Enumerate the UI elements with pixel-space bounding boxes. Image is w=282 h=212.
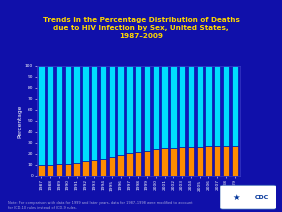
Bar [117,155,124,176]
Bar [65,164,71,176]
Y-axis label: Percentage: Percentage [18,104,23,138]
Bar [144,151,150,176]
Bar [161,148,168,176]
Bar [82,66,89,161]
Bar [188,147,194,176]
Bar [47,66,54,165]
Bar [170,66,177,148]
Bar [65,66,71,164]
Bar [205,146,212,176]
Bar [56,66,62,164]
Bar [179,66,185,147]
Bar [197,147,203,176]
Bar [223,66,229,146]
Text: ★: ★ [232,193,239,202]
Bar [170,148,177,176]
Bar [109,157,115,176]
Bar [144,66,150,151]
Bar [161,66,168,148]
Bar [47,165,54,176]
Bar [74,66,80,163]
Bar [126,153,133,176]
Bar [135,66,141,152]
Bar [38,66,45,166]
Bar [214,66,221,146]
Text: Trends in the Percentage Distribution of Deaths
due to HIV Infection by Sex, Uni: Trends in the Percentage Distribution of… [43,17,239,39]
Bar [223,146,229,176]
Bar [74,163,80,176]
Bar [126,66,133,153]
Bar [100,159,106,176]
Bar [117,66,124,155]
Bar [38,166,45,176]
Bar [179,147,185,176]
Bar [135,152,141,176]
Bar [205,66,212,146]
Text: Note: For comparison with data for 1999 and later years, data for 1987–1998 were: Note: For comparison with data for 1999 … [8,201,193,210]
Bar [153,149,159,176]
Bar [214,146,221,176]
Bar [91,66,97,160]
FancyBboxPatch shape [220,185,276,209]
Bar [188,66,194,147]
Bar [100,66,106,159]
Bar [91,160,97,176]
Bar [232,146,238,176]
Text: CDC: CDC [255,195,269,200]
Bar [82,161,89,176]
Bar [109,66,115,157]
Bar [153,66,159,149]
Bar [56,164,62,176]
Bar [197,66,203,147]
Bar [232,66,238,146]
